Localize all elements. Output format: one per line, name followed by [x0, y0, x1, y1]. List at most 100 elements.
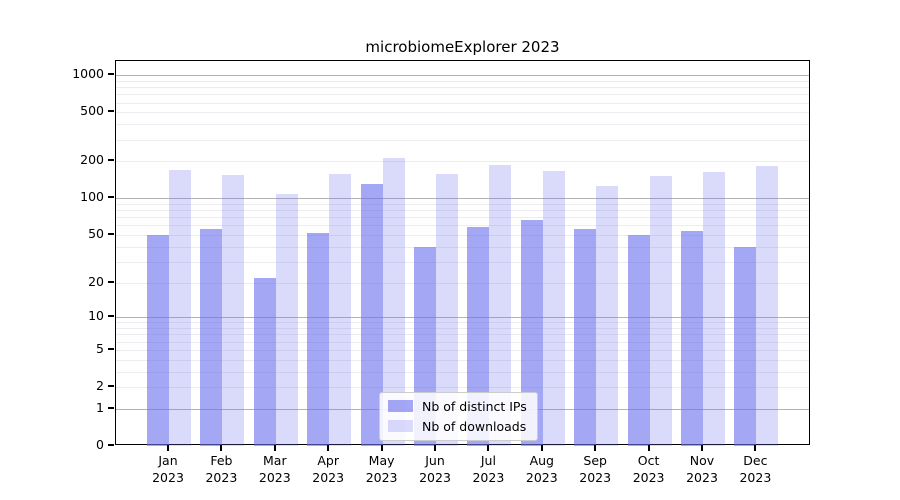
minor-gridline — [116, 341, 809, 343]
x-tick-label: Nov 2023 — [670, 452, 734, 486]
minor-gridline — [116, 203, 809, 205]
bar-downloads — [756, 166, 779, 446]
x-tick — [754, 445, 757, 451]
legend-entry-distinct-ips: Nb of distinct IPs — [388, 398, 527, 414]
y-tick — [108, 73, 114, 76]
minor-gridline — [116, 112, 809, 114]
minor-gridline — [116, 217, 809, 219]
bar-downloads — [436, 173, 458, 446]
x-tick-year: 2023 — [152, 470, 184, 485]
bar-distinct-ips — [520, 220, 543, 446]
x-tick-label: Feb 2023 — [189, 452, 253, 486]
minor-gridline — [116, 210, 809, 212]
x-tick — [434, 445, 436, 451]
minor-gridline — [116, 261, 809, 263]
x-tick-year: 2023 — [525, 470, 558, 485]
x-tick — [167, 445, 169, 451]
x-tick — [647, 445, 650, 451]
legend-label-distinct-ips: Nb of distinct IPs — [422, 398, 527, 414]
y-tick-label: 2 — [96, 378, 104, 393]
bar-downloads — [542, 170, 565, 446]
x-tick-year: 2023 — [258, 470, 291, 485]
bar-downloads — [329, 174, 352, 446]
minor-gridline — [116, 387, 809, 388]
y-tick — [108, 315, 114, 318]
x-tick-month: Apr — [317, 453, 339, 468]
bar-distinct-ips — [253, 277, 276, 446]
x-tick-year: 2023 — [205, 470, 238, 485]
legend-swatch-downloads — [388, 420, 413, 432]
bar-distinct-ips — [574, 228, 597, 446]
x-tick-label: Apr 2023 — [296, 452, 360, 486]
bar-distinct-ips — [734, 246, 757, 446]
legend-label-downloads: Nb of downloads — [422, 418, 527, 434]
minor-gridline — [116, 161, 809, 163]
x-tick-label: May 2023 — [350, 452, 414, 486]
x-tick-year: 2023 — [312, 470, 345, 485]
minor-gridline — [116, 359, 809, 361]
major-gridline — [116, 317, 809, 319]
minor-gridline — [116, 282, 809, 284]
x-tick — [594, 445, 597, 451]
x-tick — [487, 445, 490, 451]
x-tick-year: 2023 — [632, 470, 665, 485]
x-tick-year: 2023 — [579, 470, 612, 485]
y-tick — [108, 232, 114, 235]
y-tick-label: 500 — [80, 103, 104, 119]
bar-distinct-ips — [467, 227, 490, 446]
chart-title: microbiomeExplorer 2023 — [365, 38, 560, 56]
x-tick-month: Jul — [480, 453, 496, 468]
minor-gridline — [116, 225, 809, 227]
x-tick-month: Nov — [689, 453, 715, 468]
x-tick-month: Jun — [425, 453, 445, 468]
bar-distinct-ips — [681, 230, 703, 446]
y-tick — [108, 196, 114, 199]
bar-downloads — [489, 164, 512, 446]
x-tick — [380, 445, 383, 451]
y-tick-label: 50 — [88, 225, 104, 241]
minor-gridline — [116, 87, 809, 88]
y-tick-label: 1 — [96, 399, 104, 415]
x-tick — [540, 445, 543, 451]
x-tick — [273, 445, 276, 451]
y-tick-label: 20 — [88, 273, 104, 289]
y-tick-label: 0 — [96, 437, 104, 452]
x-tick-year: 2023 — [686, 470, 718, 485]
y-tick — [108, 406, 114, 409]
plot-area — [115, 60, 810, 446]
x-tick-year: 2023 — [419, 470, 451, 485]
minor-gridline — [116, 80, 809, 82]
legend: Nb of distinct IPs Nb of downloads — [379, 392, 538, 441]
y-tick — [108, 444, 114, 446]
minor-gridline — [116, 139, 809, 141]
y-tick — [108, 280, 114, 283]
x-tick-label: Aug 2023 — [510, 452, 574, 486]
bar-downloads — [169, 169, 191, 446]
x-tick — [220, 445, 223, 451]
bar-distinct-ips — [147, 234, 169, 446]
y-tick-label: 1000 — [72, 66, 104, 82]
y-tick — [108, 110, 114, 113]
bar-downloads — [596, 185, 619, 446]
x-tick-label: Dec 2023 — [723, 452, 787, 486]
legend-entry-downloads: Nb of downloads — [388, 418, 527, 434]
bar-downloads — [222, 175, 245, 446]
major-gridline — [116, 75, 809, 77]
x-tick-month: Dec — [743, 453, 768, 468]
minor-gridline — [116, 328, 809, 329]
x-tick-month: Mar — [263, 453, 287, 468]
x-tick-label: Jan 2023 — [136, 452, 200, 486]
y-tick-label: 10 — [88, 308, 104, 324]
minor-gridline — [116, 94, 809, 96]
bar-downloads — [703, 171, 725, 446]
minor-gridline — [116, 322, 809, 324]
minor-gridline — [116, 234, 809, 236]
x-tick-year: 2023 — [365, 470, 398, 485]
x-tick-year: 2023 — [739, 470, 772, 485]
x-tick — [701, 445, 703, 451]
bar-downloads — [649, 175, 672, 446]
minor-gridline — [116, 102, 809, 104]
legend-swatch-distinct-ips — [388, 400, 413, 412]
minor-gridline — [116, 334, 809, 336]
